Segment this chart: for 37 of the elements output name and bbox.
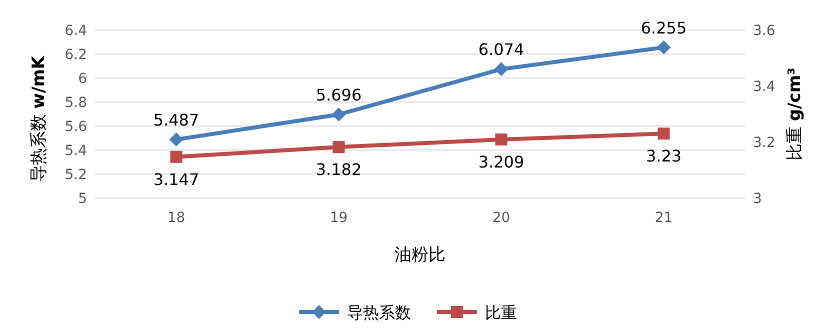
legend-label: 比重	[485, 303, 517, 322]
y-tick-label: 6.2	[64, 47, 87, 63]
point	[332, 141, 345, 154]
x-tick-label: 19	[330, 210, 348, 226]
y-axis-title: 导热系数 w/mK	[29, 55, 49, 182]
point	[495, 133, 508, 146]
point	[494, 62, 508, 76]
point	[170, 150, 182, 163]
data-label: 3.209	[478, 152, 524, 172]
data-label: 3.147	[153, 170, 200, 189]
y2-tick-label: 3	[753, 191, 762, 207]
y-tick-label: 5.8	[64, 95, 87, 111]
y2-tick-label: 3.2	[753, 135, 776, 151]
data-label: 5.487	[153, 110, 200, 130]
y-tick-label: 5.4	[64, 143, 88, 159]
point	[656, 40, 671, 54]
y-tick-label: 6.4	[64, 23, 88, 39]
data-label: 5.696	[316, 85, 362, 104]
y-tick-label: 5.2	[64, 167, 87, 183]
y2-tick-label: 3.6	[753, 23, 776, 39]
x-tick-label: 21	[654, 210, 673, 226]
y-tick-label: 5.6	[64, 119, 88, 135]
data-label: 6.074	[478, 40, 524, 60]
y2-tick-label: 3.4	[753, 79, 776, 95]
point	[332, 107, 346, 122]
y2-axis-title: 比重 g/cm³	[785, 67, 805, 161]
legend-label: 导热系数	[347, 303, 411, 322]
point	[169, 132, 184, 147]
y-tick-label: 5	[78, 191, 87, 207]
data-label: 3.23	[646, 146, 682, 166]
point	[658, 128, 670, 140]
y-tick-label: 6	[78, 71, 88, 87]
data-label: 3.182	[316, 160, 362, 180]
data-label: 6.255	[640, 18, 687, 38]
x-axis-title: 油粉比	[394, 245, 446, 265]
x-tick-label: 18	[167, 210, 186, 226]
x-tick-label: 20	[492, 210, 510, 226]
